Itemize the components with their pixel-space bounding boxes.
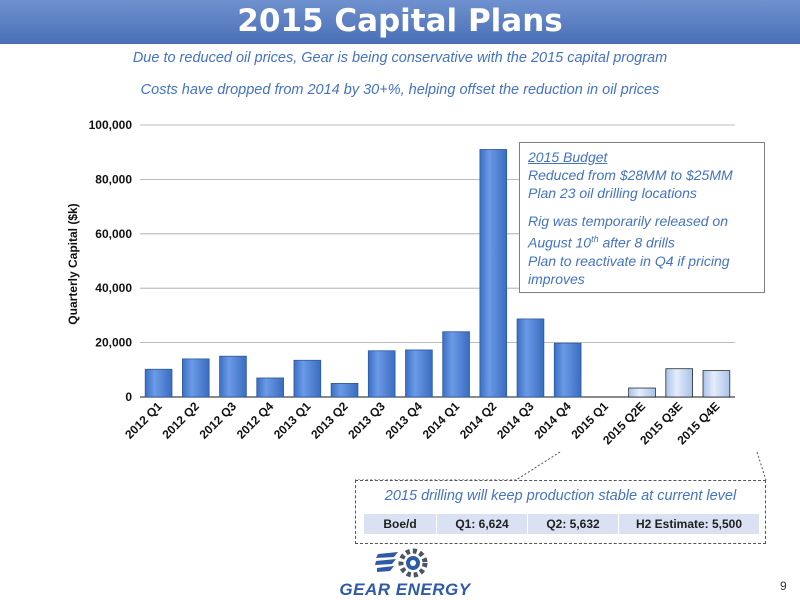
production-cell-q1: Q1: 6,624 (436, 513, 528, 535)
callout-line-locations: Plan 23 oil drilling locations (528, 185, 697, 201)
x-tick-label: 2013 Q2 (308, 399, 351, 442)
bar-2013-q1 (293, 359, 322, 398)
title-bar (0, 0, 800, 44)
bar-2014-q4 (553, 342, 582, 398)
production-table: Boe/d Q1: 6,624 Q2: 5,632 H2 Estimate: 5… (363, 513, 760, 535)
budget-callout: 2015 Budget Reduced from $28MM to $25MM … (519, 142, 765, 293)
gear-energy-logo: GEAR ENERGY (320, 544, 490, 600)
bar-2012-q4 (256, 377, 284, 398)
production-cell-h2: H2 Estimate: 5,500 (618, 513, 760, 535)
bar-2015-q3e (665, 368, 694, 398)
subtitle-costs: Costs have dropped from 2014 by 30+%, he… (140, 82, 660, 98)
callout-date-suffix: th (591, 234, 599, 244)
callout-connector (355, 451, 561, 481)
production-cell-unit: Boe/d (363, 513, 437, 535)
bar-2013-q2 (330, 382, 359, 398)
bar-2013-q4 (405, 349, 433, 398)
bar-2014-q1 (442, 331, 470, 398)
y-axis-label: Quarterly Capital ($k) (66, 203, 80, 324)
callout-line-improves: improves (528, 270, 585, 287)
x-tick-label: 2014 Q4 (531, 399, 574, 442)
y-tick-labels: 0 20,000 40,000 60,000 80,000 100,000 (89, 118, 133, 404)
page-title: 2015 Capital Plans (237, 3, 563, 39)
subtitle-oil-prices: Due to reduced oil prices, Gear is being… (132, 50, 668, 66)
x-tick-label: 2012 Q1 (122, 399, 165, 442)
x-tick-label: 2012 Q4 (234, 399, 277, 442)
bar-2014-q2 (479, 149, 508, 398)
bar-2014-q3 (516, 318, 545, 398)
callout-line-rig: Rig was temporarily released on (528, 213, 728, 229)
x-tick-label: 2013 Q3 (345, 399, 388, 442)
production-cell-q2: Q2: 5,632 (527, 513, 619, 535)
bar-2012-q3 (219, 355, 247, 398)
x-tick-label: 2013 Q1 (271, 399, 314, 442)
x-tick-label: 2014 Q3 (494, 399, 537, 442)
gear-wing-icon (375, 548, 428, 578)
table-row: Boe/d Q1: 6,624 Q2: 5,632 H2 Estimate: 5… (363, 513, 760, 535)
callout-drills: after 8 drills (598, 234, 675, 251)
logo-text: GEAR ENERGY (339, 580, 471, 599)
page-number: 9 (780, 579, 787, 593)
y-tick-label: 40,000 (95, 281, 132, 295)
callout-line-august: August 10th after 8 drills (528, 230, 756, 252)
y-tick-label: 80,000 (95, 172, 132, 186)
x-tick-label: 2012 Q3 (197, 399, 240, 442)
production-box: 2015 drilling will keep production stabl… (355, 480, 766, 544)
bar-2012-q1 (144, 368, 173, 398)
x-tick-label: 2014 Q1 (420, 399, 463, 442)
callout-line-reactivate: Plan to reactivate in Q4 if pricing (528, 252, 730, 269)
callout-heading: 2015 Budget (528, 149, 608, 165)
y-tick-label: 100,000 (89, 118, 133, 132)
y-tick-label: 0 (125, 390, 132, 404)
y-tick-label: 20,000 (95, 336, 132, 350)
callout-date: August 10 (528, 234, 592, 251)
bar-2013-q3 (367, 350, 396, 398)
callout-line-budget: Reduced from $28MM to $25MM (528, 167, 733, 183)
bar-2012-q2 (181, 358, 210, 398)
x-tick-label: 2013 Q4 (383, 399, 426, 442)
production-heading: 2015 drilling will keep production stabl… (384, 488, 737, 504)
bar-2015-q2e (628, 387, 656, 398)
y-tick-label: 60,000 (95, 227, 132, 241)
callout-connector-right (756, 451, 767, 481)
x-tick-label: 2012 Q2 (159, 399, 202, 442)
bars (144, 149, 731, 398)
x-tick-label: 2014 Q2 (457, 399, 500, 442)
bar-2015-q4e (702, 370, 731, 398)
